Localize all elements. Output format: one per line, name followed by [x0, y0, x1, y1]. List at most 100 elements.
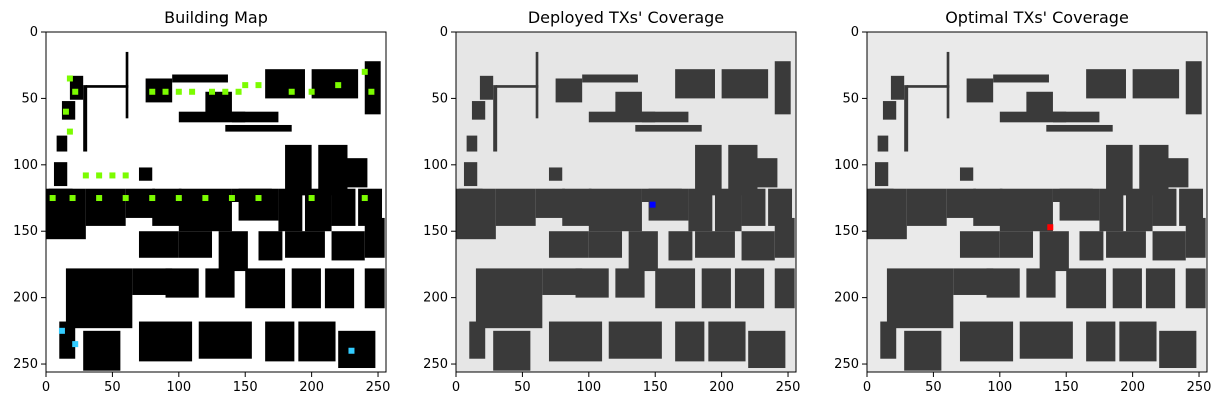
- building-footprint: [555, 78, 583, 103]
- building-footprint: [278, 188, 303, 232]
- building-footprint: [904, 85, 909, 152]
- building-footprint: [178, 231, 213, 258]
- building-footprint: [668, 231, 693, 261]
- building-footprint: [999, 231, 1034, 258]
- x-tick-label: 250: [366, 380, 391, 395]
- building-footprint: [83, 330, 121, 371]
- building-footprint: [548, 231, 589, 258]
- building-footprint: [688, 188, 713, 232]
- building-footprint: [750, 158, 778, 188]
- x-tick-label: 200: [1120, 380, 1145, 395]
- candidate-marker: [109, 172, 116, 179]
- transmitter-marker: [1047, 224, 1054, 231]
- building-footprint: [999, 111, 1067, 123]
- building-footprint: [655, 268, 696, 309]
- building-footprint: [298, 321, 336, 362]
- building-footprint: [138, 167, 153, 181]
- building-footprint: [466, 135, 478, 152]
- building-footprint: [475, 268, 543, 329]
- building-footprint: [493, 330, 531, 371]
- building-footprint: [548, 321, 603, 362]
- building-footprint: [1125, 188, 1153, 232]
- candidate-marker: [82, 172, 89, 179]
- building-footprint: [83, 85, 88, 152]
- candidate-marker: [228, 195, 235, 202]
- building-footprint: [340, 158, 368, 188]
- building-footprint: [1132, 69, 1180, 99]
- building-footprint: [966, 78, 994, 103]
- building-footprint: [1079, 231, 1104, 261]
- building-footprint: [588, 111, 656, 123]
- highlight-marker: [72, 341, 79, 348]
- building-footprint: [1026, 91, 1053, 116]
- building-footprint: [1026, 268, 1056, 298]
- building-footprint: [1119, 321, 1157, 362]
- building-footprint: [463, 162, 478, 187]
- candidate-marker: [361, 195, 368, 202]
- building-footprint: [1112, 268, 1142, 309]
- candidate-marker: [288, 88, 295, 95]
- building-footprint: [59, 321, 76, 359]
- building-footprint: [973, 188, 1003, 226]
- building-footprint: [1179, 188, 1204, 226]
- candidate-marker: [62, 108, 69, 115]
- building-footprint: [338, 330, 376, 369]
- building-footprint: [198, 321, 252, 359]
- building-footprint: [1159, 330, 1197, 369]
- building-footprint: [890, 75, 905, 100]
- building-footprint: [774, 217, 795, 258]
- candidate-marker: [66, 128, 73, 135]
- x-tick-label: 100: [576, 380, 601, 395]
- y-tick-label: 0: [851, 25, 859, 40]
- plot-frame: [45, 31, 387, 373]
- candidate-marker: [242, 82, 249, 89]
- plot-frame: [866, 31, 1208, 373]
- building-footprint: [1066, 268, 1107, 309]
- x-tick-label: 50: [925, 380, 942, 395]
- y-tick-label: 50: [431, 91, 448, 106]
- building-footprint: [986, 268, 1020, 298]
- building-footprint: [774, 268, 795, 309]
- x-tick-label: 250: [1187, 380, 1212, 395]
- building-footprint: [768, 188, 793, 226]
- building-footprint: [178, 111, 246, 123]
- building-footprint: [588, 188, 642, 232]
- panel-title-building-map: Building Map: [164, 8, 268, 27]
- building-footprint: [1046, 124, 1113, 132]
- candidate-marker: [308, 88, 315, 95]
- building-footprint: [701, 268, 731, 309]
- building-footprint: [471, 101, 486, 120]
- x-tick-label: 150: [643, 380, 668, 395]
- building-footprint: [1152, 231, 1186, 261]
- y-tick-label: 250: [13, 357, 38, 372]
- candidate-marker: [162, 88, 169, 95]
- candidate-marker: [175, 195, 182, 202]
- y-tick-label: 150: [834, 224, 859, 239]
- building-footprint: [867, 188, 907, 240]
- panel-title-deployed-coverage: Deployed TXs' Coverage: [528, 8, 724, 27]
- building-footprint: [946, 188, 976, 218]
- x-tick-label: 250: [776, 380, 801, 395]
- x-tick-label: 0: [452, 380, 460, 395]
- building-footprint: [258, 231, 283, 261]
- building-footprint: [291, 268, 321, 309]
- building-footprint: [285, 231, 325, 258]
- building-footprint: [880, 321, 897, 359]
- building-footprint: [695, 144, 722, 196]
- building-footprint: [615, 268, 645, 298]
- building-footprint: [469, 321, 486, 359]
- building-footprint: [495, 188, 536, 226]
- building-footprint: [245, 268, 286, 309]
- building-footprint: [748, 330, 786, 369]
- candidate-marker: [235, 88, 242, 95]
- candidate-marker: [222, 88, 229, 95]
- y-tick-label: 200: [834, 291, 859, 306]
- building-footprint: [721, 69, 769, 99]
- building-footprint: [959, 167, 974, 181]
- y-tick-label: 100: [13, 158, 38, 173]
- building-footprint: [493, 85, 498, 152]
- building-footprint: [993, 74, 1049, 83]
- building-footprint: [695, 231, 735, 258]
- building-footprint: [218, 231, 248, 272]
- building-footprint: [959, 231, 1000, 258]
